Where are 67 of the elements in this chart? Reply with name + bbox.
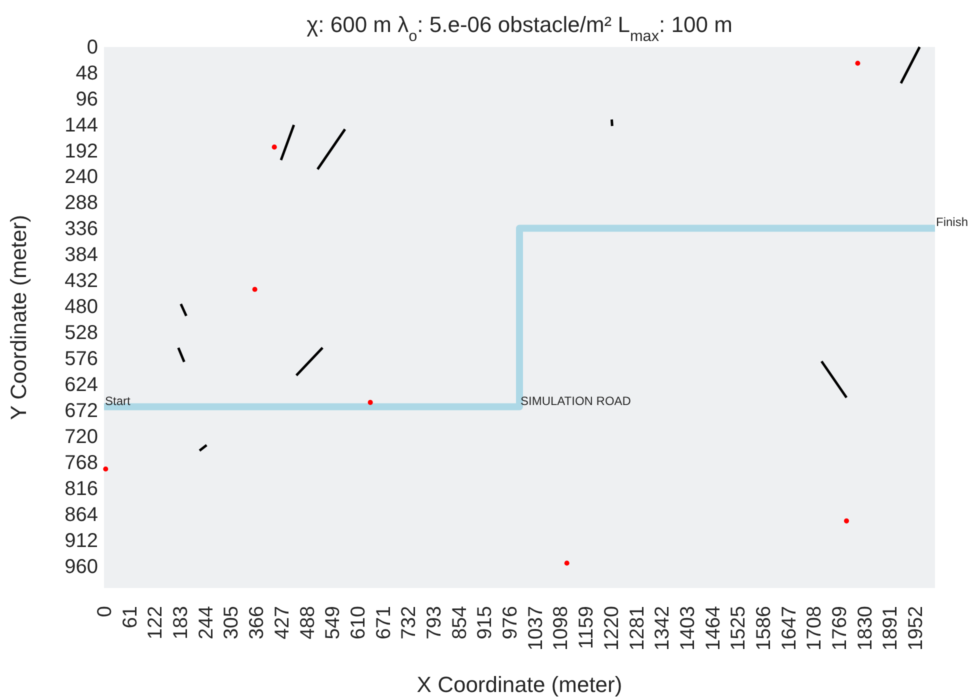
x-tick-label: 1586 — [752, 606, 775, 650]
y-tick-label: 672 — [64, 400, 98, 422]
y-tick-label: 0 — [86, 36, 98, 58]
x-tick-label: 1159 — [576, 606, 598, 650]
x-tick-label: 1464 — [702, 606, 724, 650]
y-tick-label: 144 — [64, 114, 98, 136]
chart-title: χ: 600 m λ$_{o}$: 5.e-06 obstacle/m² L$_{max}$: 100 m — [306, 12, 732, 44]
x-tick-label: 1647 — [778, 606, 800, 650]
annotation: Finish — [936, 215, 968, 230]
x-tick-label: 1037 — [524, 606, 547, 650]
y-tick-label: 240 — [64, 166, 98, 188]
x-tick-label: 1403 — [676, 606, 699, 650]
x-tick-label: 244 — [195, 606, 218, 640]
x-tick-label: 1220 — [600, 606, 623, 650]
y-tick-label: 864 — [64, 504, 98, 526]
x-tick-label: 549 — [322, 606, 344, 640]
x-tick-label: 1342 — [652, 606, 674, 650]
x-tick-label: 610 — [347, 606, 370, 640]
point — [855, 60, 860, 66]
annotation: Start — [105, 394, 132, 408]
x-tick-label: 1281 — [626, 606, 648, 650]
x-tick-label: 671 — [372, 606, 395, 640]
y-tick-label: 624 — [64, 374, 98, 396]
y-tick-label: 816 — [64, 478, 98, 500]
y-tick-label: 912 — [64, 530, 98, 552]
y-axis-title: Y Coordinate (meter) — [6, 214, 31, 420]
x-tick-label: 488 — [296, 606, 319, 640]
y-tick-label: 480 — [64, 296, 98, 318]
x-tick-label: 1098 — [550, 606, 572, 650]
point — [252, 286, 258, 292]
x-tick-label: 305 — [220, 606, 243, 640]
x-tick-label: 854 — [448, 606, 471, 640]
point — [844, 518, 850, 524]
y-tick-label: 960 — [64, 556, 98, 578]
x-tick-label: 976 — [500, 606, 522, 640]
x-tick-label: 1830 — [854, 606, 876, 650]
x-tick-label: 1952 — [905, 606, 928, 650]
x-tick-label: 366 — [246, 606, 268, 640]
point — [103, 466, 108, 472]
y-tick-label: 768 — [64, 452, 98, 474]
x-tick-label: 915 — [474, 606, 496, 640]
x-tick-label: 122 — [144, 606, 167, 640]
x-tick-label: 793 — [423, 606, 446, 640]
x-tick-label: 61 — [119, 606, 142, 628]
y-tick-label: 192 — [64, 140, 98, 162]
point — [368, 400, 373, 405]
y-tick-label: 720 — [64, 426, 98, 448]
y-tick-label: 432 — [64, 270, 98, 292]
x-tick-label: 1891 — [880, 606, 902, 650]
x-tick-label: 1769 — [829, 606, 852, 650]
x-axis-title: X Coordinate (meter) — [416, 672, 622, 697]
x-tick-label: 427 — [271, 606, 294, 640]
y-tick-label: 576 — [64, 348, 98, 370]
point — [272, 144, 277, 150]
y-tick-label: 384 — [64, 244, 98, 266]
annotation: SIMULATION ROAD — [520, 394, 632, 408]
x-tick-label: 732 — [398, 606, 420, 640]
y-tick-label: 48 — [76, 62, 98, 84]
x-tick-label: 1525 — [728, 606, 750, 650]
y-tick-label: 336 — [64, 218, 98, 240]
y-tick-label: 96 — [76, 88, 98, 110]
point — [564, 560, 570, 566]
x-tick-label: 1708 — [804, 606, 826, 650]
y-tick-label: 288 — [64, 192, 98, 214]
x-tick-label: 183 — [170, 606, 192, 640]
x-tick-label: 0 — [94, 606, 116, 618]
y-tick-label: 528 — [64, 322, 98, 344]
